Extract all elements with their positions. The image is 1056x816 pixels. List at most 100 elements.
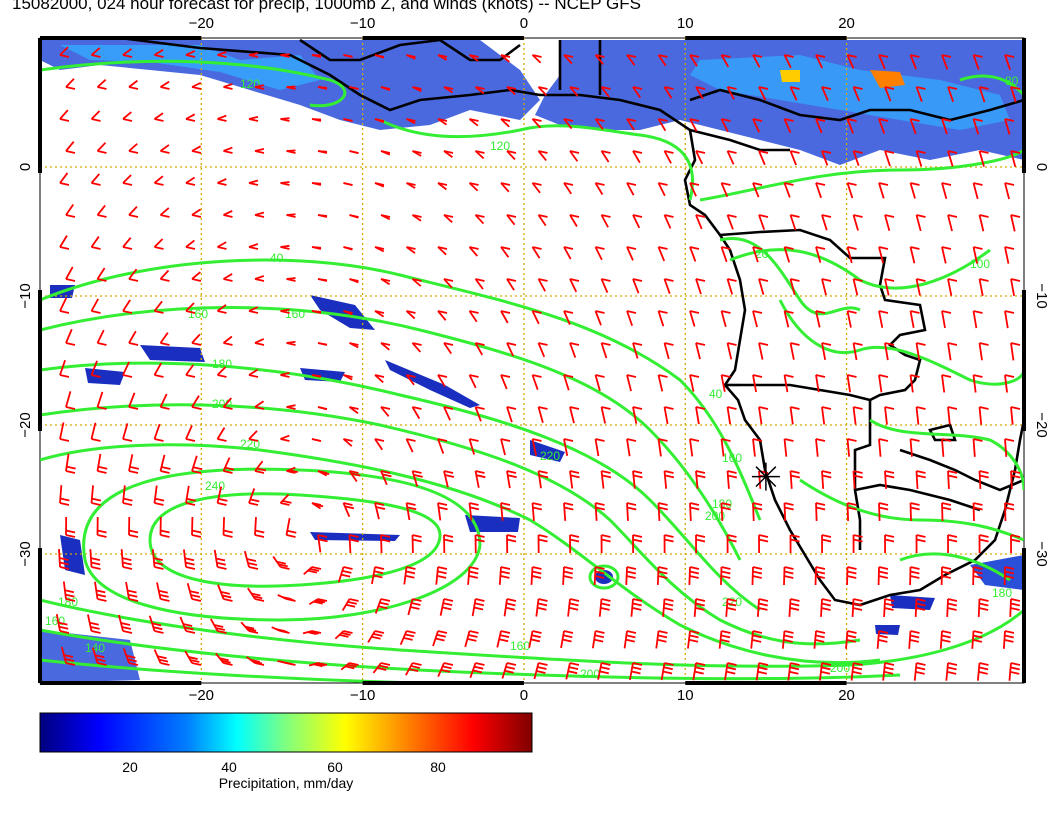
precip-band-1	[310, 295, 375, 330]
wind-barb-269	[468, 310, 479, 323]
wind-barb-246	[758, 278, 769, 295]
wind-barb-491	[411, 534, 422, 554]
wind-barb-639	[1041, 663, 1051, 681]
contour-label-22: 160	[510, 639, 530, 653]
wind-barb-130	[122, 174, 133, 186]
wind-barb-97	[96, 142, 107, 154]
wind-barb-18	[626, 54, 637, 66]
wind-barb-37	[223, 83, 233, 90]
wind-barb-547	[156, 582, 170, 602]
wind-barb-215	[783, 246, 794, 263]
wind-barb-64	[59, 109, 70, 122]
wind-barb-148	[689, 182, 700, 197]
y-tick-right-1: −10	[1033, 283, 1050, 308]
wind-barb-586	[367, 630, 385, 643]
wind-barb-197	[217, 241, 227, 250]
wind-barb-484	[191, 516, 202, 538]
wind-barb-496	[569, 534, 580, 554]
wind-barb-374	[758, 406, 769, 425]
wind-barb-233	[349, 278, 359, 284]
wind-barb-311	[789, 342, 800, 360]
wind-barb-320	[59, 359, 70, 378]
wind-barbs	[55, 46, 1052, 681]
height-contours: 120 120 80 40 160 160 180 200 220 240 40 160 180 220 2…	[40, 59, 1024, 683]
wind-barb-442	[884, 470, 895, 489]
wind-barb-431	[537, 470, 549, 489]
wind-barb-303	[537, 342, 548, 358]
wind-barb-177	[600, 214, 611, 228]
y-tick-right-2: −20	[1033, 412, 1050, 437]
wind-barb-211	[657, 246, 668, 262]
wind-barb-270	[500, 310, 511, 324]
wind-barb-387	[153, 423, 164, 442]
wind-barb-461	[468, 502, 480, 521]
wind-barb-273	[594, 310, 605, 326]
wind-barb-140	[437, 182, 448, 191]
wind-barb-445	[978, 470, 989, 489]
wind-barb-317	[978, 342, 989, 361]
wind-barb-430	[506, 470, 517, 489]
wind-barb-559	[535, 598, 548, 617]
contour-label-17: 140	[85, 641, 105, 655]
wind-barb-310	[758, 342, 769, 360]
wind-barb-576	[55, 614, 70, 634]
wind-barb-606	[1002, 630, 1015, 649]
wind-barb-577	[87, 614, 101, 634]
contour-east-5	[799, 478, 1024, 542]
wind-barb-72	[311, 118, 322, 122]
colorbar-tick-40: 40	[221, 759, 237, 775]
wind-barb-568	[820, 598, 832, 617]
wind-barb-391	[280, 434, 290, 442]
y-tick-right-0: 0	[1033, 163, 1050, 171]
wind-barb-46	[506, 86, 517, 96]
wind-barb-492	[443, 534, 454, 554]
wind-barb-503	[789, 534, 800, 554]
wind-barb-555	[407, 598, 422, 616]
wind-barb-257	[90, 298, 101, 314]
wind-barb-363	[411, 406, 422, 420]
wind-barb-605	[971, 630, 983, 649]
wind-barb-401	[594, 438, 605, 457]
wind-barb-169	[349, 214, 359, 219]
wind-barb-125	[978, 150, 989, 167]
wind-barb-33	[96, 78, 107, 90]
contour-label-24: 20	[755, 247, 769, 261]
wind-barb-354	[128, 392, 139, 410]
contour-south-1	[40, 598, 1024, 668]
wind-barb-618	[372, 662, 391, 674]
wind-barb-490	[380, 534, 391, 553]
wind-barb-30	[1004, 54, 1015, 71]
station-marker	[751, 462, 780, 491]
wind-barb-570	[883, 598, 895, 617]
wind-barb-441	[852, 470, 863, 489]
colorbar-tick-80: 80	[430, 759, 446, 775]
wind-barb-28	[941, 54, 952, 70]
y-tick-left-1: −10	[17, 283, 34, 308]
wind-barb-26	[878, 54, 889, 70]
wind-barb-512	[58, 549, 70, 570]
wind-barb-319	[1043, 343, 1052, 360]
wind-barb-412	[941, 438, 952, 457]
wind-barb-164	[191, 208, 202, 218]
wind-barb-55	[789, 86, 800, 101]
border-1	[719, 228, 927, 402]
wind-barb-126	[1010, 150, 1021, 168]
wind-barb-389	[216, 427, 227, 442]
wind-barb-60	[947, 86, 958, 103]
wind-barb-335	[531, 374, 542, 390]
wind-barb-470	[752, 502, 763, 521]
wind-barb-567	[788, 598, 800, 617]
wind-barb-543	[1036, 567, 1045, 585]
wind-barb-339	[657, 374, 668, 392]
wind-barb-52	[695, 86, 706, 100]
wind-barb-346	[878, 374, 889, 393]
wind-barb-206	[500, 246, 511, 258]
wind-barb-583	[271, 626, 290, 634]
wind-barb-336	[563, 374, 574, 391]
wind-barb-40	[317, 86, 328, 90]
wind-barb-600	[813, 630, 826, 649]
wind-barb-552	[308, 598, 328, 606]
wind-barb-527	[530, 566, 542, 585]
wind-barb-506	[884, 534, 895, 554]
wind-barb-240	[569, 278, 580, 293]
